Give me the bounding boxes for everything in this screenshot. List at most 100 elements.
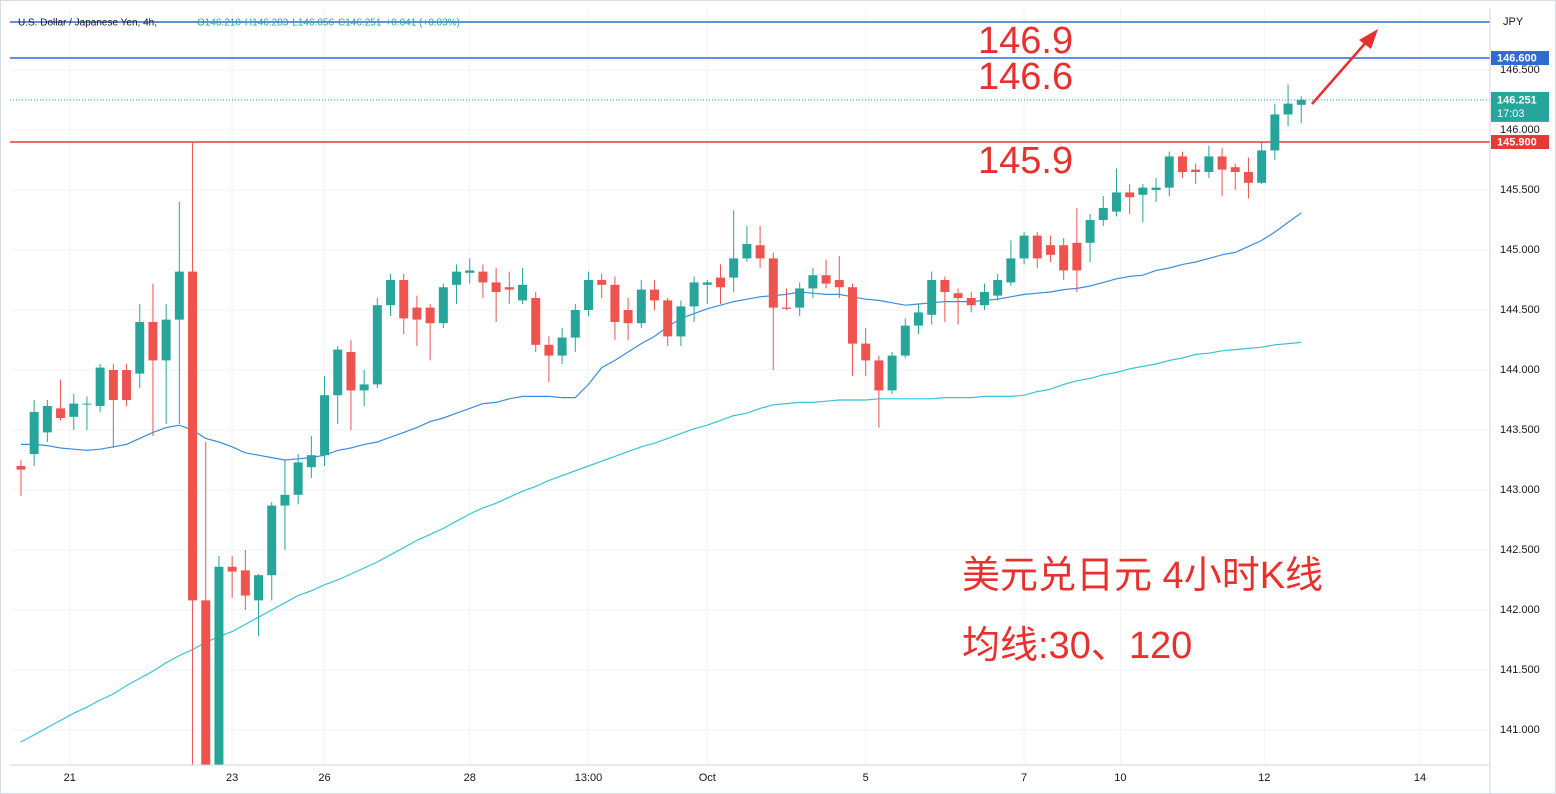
ohlc-label: L146.056 [292,18,334,29]
candle-body [702,282,712,285]
candle-body [1204,156,1214,173]
candle-body [452,271,462,285]
candle-body [214,566,224,765]
y-tick-label: 142.000 [1500,604,1540,616]
candle-body [808,275,818,289]
candle-body [42,405,52,433]
y-tick-label: 146.000 [1500,124,1540,136]
y-tick-label: 145.500 [1500,184,1540,196]
x-tick-label: 23 [226,772,238,784]
moving-average-line [20,341,1302,743]
candle-body [795,288,805,308]
candle-body [729,258,739,278]
level-annotation: 145.9 [978,140,1073,182]
candle-body [174,271,184,320]
candle-body [29,411,39,454]
candle-body [1243,172,1253,183]
candle-body [874,360,884,391]
candle-body [768,258,778,308]
x-tick-label: Oct [699,772,716,784]
candle-body [346,352,356,391]
y-tick-label: 142.500 [1500,544,1540,556]
candle-body [306,455,316,468]
level-badge-label: 146.600 [1497,52,1537,64]
y-tick-label: 146.500 [1500,64,1540,76]
candle-body [412,307,422,320]
candle-body [1125,192,1135,198]
candle-body [940,280,950,293]
candle-body [359,384,369,391]
arrow [1311,39,1369,105]
y-tick-label: 144.500 [1500,304,1540,316]
candle-body [1072,242,1082,271]
last-price-badge [1491,91,1549,122]
candle-body [425,307,435,324]
candle-body [1032,235,1042,259]
candle-body [531,298,541,345]
candle-body [227,566,237,572]
candle-body [1059,245,1069,271]
candle-body [1217,156,1227,170]
candle-body [333,349,343,396]
candle-body [69,403,79,417]
candle-body [887,355,897,391]
candle-body [478,271,488,283]
candle-body [636,289,646,324]
candle-body [742,244,752,259]
candle-body [966,298,976,306]
x-tick-label: 28 [464,772,476,784]
candle-body [399,280,409,319]
candle-body [1151,187,1161,191]
y-tick-label: 143.500 [1500,424,1540,436]
candle-body [240,570,250,596]
ohlc-label: +0.041 (+0.03%) [385,18,460,29]
candle-body [122,370,132,400]
level-badge-label: 145.900 [1497,136,1537,148]
candle-body [135,322,145,374]
candle-body [953,293,963,299]
candle-body [570,310,580,338]
y-tick-label: 145.000 [1500,244,1540,256]
y-tick-label: 141.000 [1500,724,1540,736]
candle-body [1164,156,1174,188]
level-badge [1491,135,1549,150]
level-annotation: 146.6 [978,56,1073,98]
candle-body [161,319,171,361]
candle-body [1191,169,1201,173]
candle-body [979,292,989,306]
candle-body [386,280,396,306]
candle-body [465,270,475,273]
candle-body [782,307,791,309]
candle-body [610,284,620,323]
candle-body [1006,258,1016,283]
candle-body [280,494,290,506]
candle-body [82,403,92,405]
candle-body [861,343,871,361]
y-tick-label: 141.500 [1500,664,1540,676]
candle-body [676,306,686,337]
candle-body [1177,156,1187,173]
candle-body [544,344,554,356]
candle-body [188,271,198,601]
level-annotation: 146.9 [978,20,1073,62]
moving-average-line [21,212,1302,461]
candle-body [650,289,659,301]
candle-body [848,287,857,344]
candle-body [1257,150,1267,183]
level-badge [1491,51,1549,66]
candle-body [927,280,937,315]
candle-body [1019,235,1029,259]
ohlc-label: C146.251 [338,18,382,29]
x-tick-label: 12 [1258,772,1270,784]
chart-title: U.S. Dollar / Japanese Yen, 4h, [18,18,157,29]
candle-body [993,280,1003,296]
candle-body [1111,192,1121,212]
candle-body [821,275,831,284]
x-tick-label: 21 [64,772,76,784]
candle-body [913,312,923,326]
arrow-head [1359,29,1378,49]
candle-body [1230,167,1240,173]
candle-body [518,284,528,301]
y-tick-label: 144.000 [1500,364,1540,376]
candle-body [95,367,105,406]
